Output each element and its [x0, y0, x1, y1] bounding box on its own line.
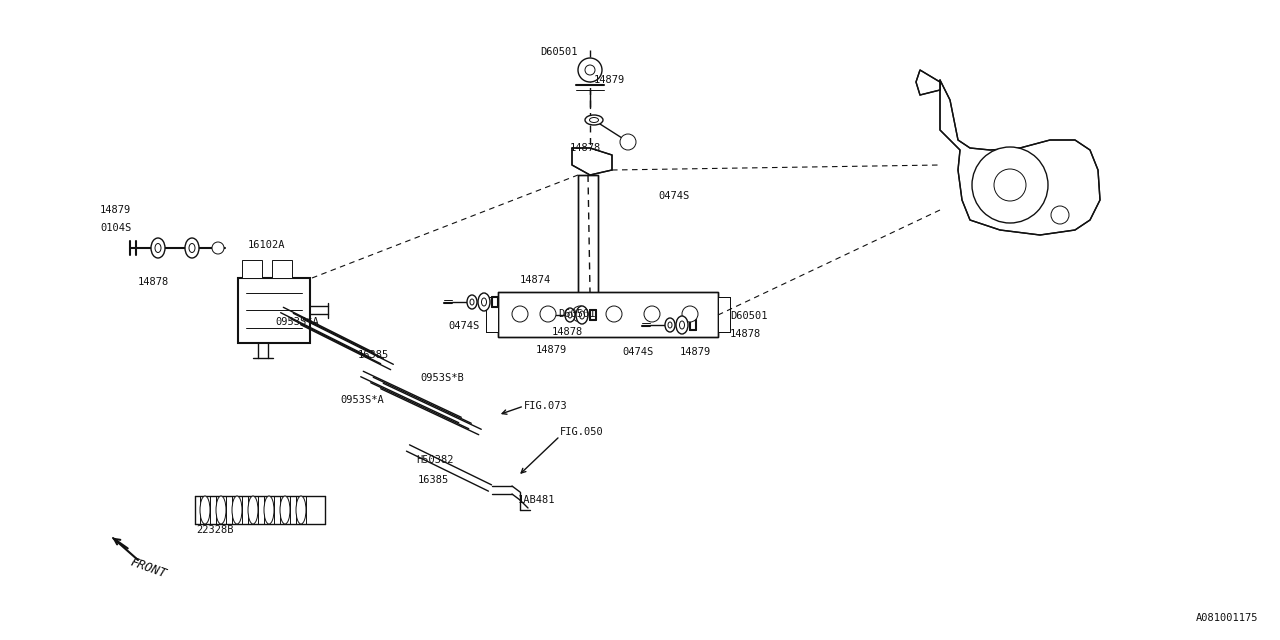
Circle shape: [212, 242, 224, 254]
Circle shape: [579, 58, 602, 82]
Text: 1AB481: 1AB481: [518, 495, 556, 505]
Polygon shape: [572, 148, 612, 175]
Text: D60501: D60501: [540, 47, 577, 57]
Circle shape: [572, 306, 588, 322]
Ellipse shape: [470, 299, 474, 305]
Ellipse shape: [232, 496, 242, 524]
Text: FIG.073: FIG.073: [524, 401, 568, 411]
Text: H50382: H50382: [416, 455, 453, 465]
Text: 14878: 14878: [138, 277, 169, 287]
Ellipse shape: [264, 496, 274, 524]
Ellipse shape: [564, 308, 575, 322]
Ellipse shape: [200, 496, 210, 524]
Ellipse shape: [481, 298, 486, 306]
Ellipse shape: [477, 293, 490, 311]
Polygon shape: [718, 297, 730, 332]
Ellipse shape: [576, 306, 588, 324]
Circle shape: [605, 306, 622, 322]
Ellipse shape: [186, 238, 198, 258]
Ellipse shape: [676, 316, 689, 334]
Text: 14878: 14878: [730, 329, 762, 339]
Text: 14879: 14879: [594, 75, 625, 85]
Circle shape: [644, 306, 660, 322]
Ellipse shape: [189, 243, 195, 253]
Circle shape: [620, 134, 636, 150]
Text: 16385: 16385: [358, 350, 389, 360]
Circle shape: [995, 169, 1027, 201]
Ellipse shape: [568, 312, 572, 318]
Text: A081001175: A081001175: [1196, 613, 1258, 623]
Ellipse shape: [296, 496, 306, 524]
Text: 0953S*A: 0953S*A: [275, 317, 319, 327]
Circle shape: [585, 65, 595, 75]
Ellipse shape: [248, 496, 259, 524]
Text: D60501: D60501: [730, 311, 768, 321]
Text: 22328B: 22328B: [196, 525, 233, 535]
Ellipse shape: [585, 115, 603, 125]
Circle shape: [1051, 206, 1069, 224]
Text: 14878: 14878: [570, 143, 602, 153]
Polygon shape: [579, 175, 598, 320]
Ellipse shape: [280, 496, 291, 524]
Polygon shape: [940, 80, 1100, 235]
Ellipse shape: [216, 496, 227, 524]
Text: 16102A: 16102A: [248, 240, 285, 250]
Text: 14874: 14874: [520, 275, 552, 285]
Bar: [238, 278, 310, 343]
Circle shape: [682, 306, 698, 322]
Text: D60501: D60501: [558, 309, 595, 319]
Bar: [242, 260, 262, 278]
Ellipse shape: [151, 238, 165, 258]
Text: 16385: 16385: [419, 475, 449, 485]
Text: 0953S*A: 0953S*A: [340, 395, 384, 405]
Ellipse shape: [668, 322, 672, 328]
Text: FRONT: FRONT: [128, 556, 168, 580]
Text: 14879: 14879: [536, 345, 567, 355]
Ellipse shape: [666, 318, 675, 332]
Circle shape: [972, 147, 1048, 223]
Text: 0474S: 0474S: [448, 321, 479, 331]
Ellipse shape: [580, 311, 585, 319]
Circle shape: [540, 306, 556, 322]
Circle shape: [512, 306, 529, 322]
Text: 0104S: 0104S: [100, 223, 132, 233]
Bar: [273, 260, 292, 278]
Ellipse shape: [680, 321, 685, 329]
Ellipse shape: [467, 295, 477, 309]
Polygon shape: [498, 292, 718, 337]
Text: 14878: 14878: [552, 327, 584, 337]
Text: 0474S: 0474S: [658, 191, 689, 201]
Ellipse shape: [590, 118, 599, 122]
Text: FIG.050: FIG.050: [561, 427, 604, 437]
Text: 0474S: 0474S: [622, 347, 653, 357]
Text: 14879: 14879: [100, 205, 132, 215]
Polygon shape: [916, 70, 940, 95]
Circle shape: [1055, 210, 1065, 220]
Ellipse shape: [155, 243, 161, 253]
Polygon shape: [486, 297, 498, 332]
Text: 0953S*B: 0953S*B: [420, 373, 463, 383]
Text: 14879: 14879: [680, 347, 712, 357]
